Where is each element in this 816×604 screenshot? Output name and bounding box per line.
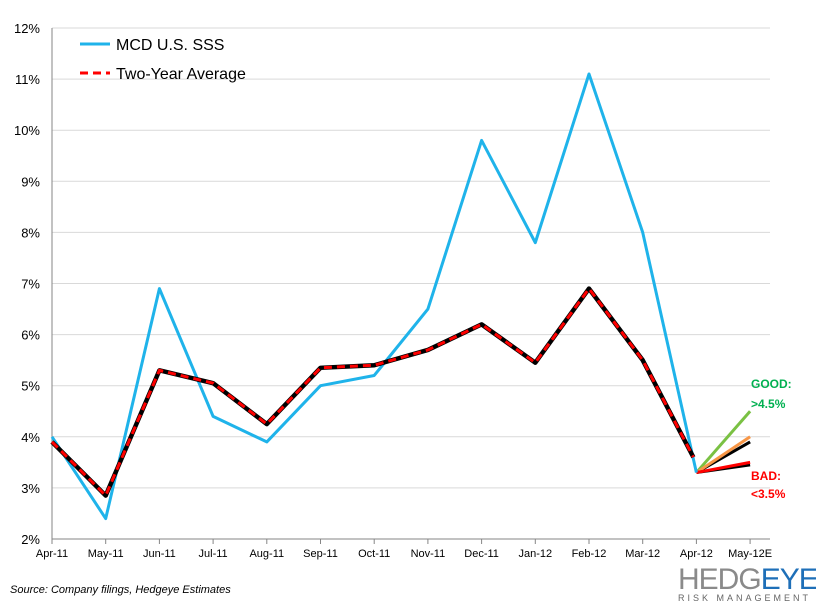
annotation-label: GOOD: bbox=[751, 377, 792, 391]
scenario-line bbox=[696, 460, 751, 475]
x-tick-label: Aug-11 bbox=[249, 548, 284, 560]
x-tick-label: Mar-12 bbox=[625, 548, 660, 560]
x-tick-label: May-12E bbox=[728, 548, 772, 560]
series-line-two-year-average bbox=[50, 286, 695, 499]
x-tick-label: May-11 bbox=[88, 548, 124, 560]
logo-subtitle: RISK MANAGEMENT bbox=[678, 593, 812, 603]
annotation-label: BAD: bbox=[751, 469, 781, 483]
x-tick-label: Jun-11 bbox=[143, 548, 176, 560]
annotation-label: <3.5% bbox=[751, 487, 786, 501]
y-tick-label: 10% bbox=[14, 123, 40, 138]
source-note: Source: Company filings, Hedgeye Estimat… bbox=[10, 584, 231, 596]
y-tick-label: 4% bbox=[21, 430, 40, 445]
y-tick-label: 7% bbox=[21, 277, 40, 292]
y-tick-label: 3% bbox=[21, 481, 40, 496]
y-tick-label: 11% bbox=[15, 72, 40, 87]
y-tick-label: 5% bbox=[21, 379, 40, 394]
x-tick-label: Sep-11 bbox=[303, 548, 338, 560]
hedgeye-logo: HEDGEYE RISK MANAGEMENT bbox=[678, 563, 816, 603]
y-tick-label: 6% bbox=[21, 328, 40, 343]
x-tick-label: Nov-11 bbox=[411, 548, 446, 560]
y-tick-label: 2% bbox=[21, 532, 40, 547]
scenario-line bbox=[695, 435, 751, 474]
x-tick-label: Apr-12 bbox=[680, 548, 713, 560]
x-tick-label: Apr-11 bbox=[36, 548, 68, 560]
legend-label: Two-Year Average bbox=[116, 66, 246, 83]
logo-wordmark: HEDGEYE bbox=[678, 563, 816, 596]
annotation-label: >4.5% bbox=[751, 397, 786, 411]
series-line-mcd-sss bbox=[50, 72, 698, 521]
scenario-line bbox=[695, 410, 752, 474]
y-tick-label: 12% bbox=[14, 21, 40, 36]
y-tick-label: 9% bbox=[21, 174, 40, 189]
x-tick-label: Jul-11 bbox=[199, 548, 228, 560]
y-tick-label: 8% bbox=[21, 225, 40, 240]
x-tick-label: Feb-12 bbox=[572, 548, 607, 560]
x-tick-label: Dec-11 bbox=[464, 548, 499, 560]
series-line-shadow bbox=[50, 286, 696, 498]
x-tick-label: Jan-12 bbox=[518, 548, 552, 560]
x-tick-label: Oct-11 bbox=[358, 548, 390, 560]
legend-label: MCD U.S. SSS bbox=[116, 37, 224, 54]
